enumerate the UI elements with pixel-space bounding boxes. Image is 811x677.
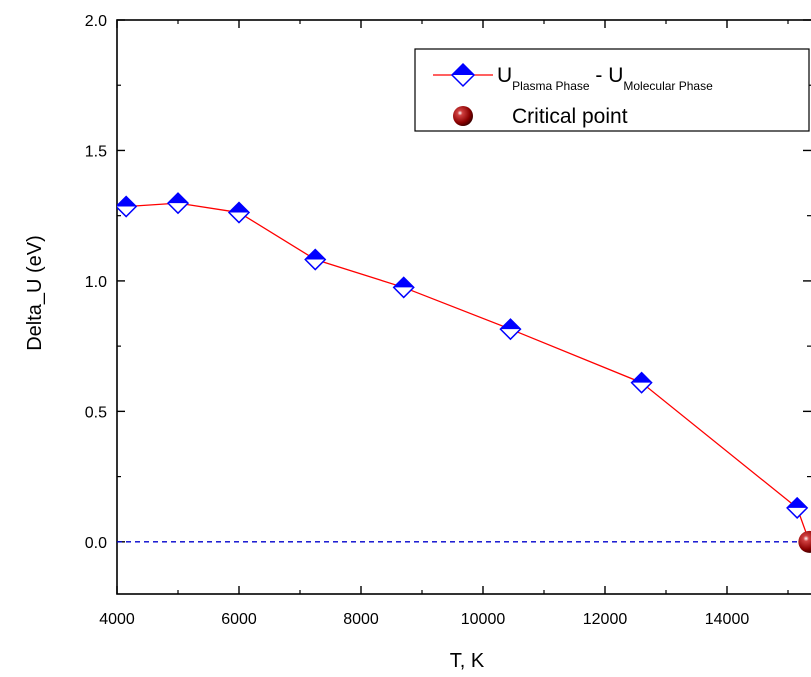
data-point-marker (392, 276, 415, 299)
legend: UPlasma Phase - UMolecular Phase Critica… (414, 48, 810, 132)
data-point-marker (304, 248, 327, 271)
y-tick-label: 0.5 (85, 404, 107, 421)
y-tick-label: 1.0 (85, 274, 107, 291)
y-tick-label: 0.0 (85, 535, 107, 552)
data-point-marker (786, 496, 809, 519)
data-point-marker (499, 318, 522, 341)
series-group (117, 192, 811, 553)
legend-box (414, 48, 810, 132)
x-tick-label: 8000 (343, 611, 379, 628)
data-point-marker (166, 192, 190, 215)
data-point-marker (630, 371, 653, 394)
legend-sub1: Plasma Phase (512, 79, 590, 93)
axes: 4000 6000 8000 10000 12000 14000 0.0 0.5 1.0 1.5 2… (85, 13, 811, 628)
legend-diamond-marker (450, 62, 476, 88)
x-axis-label: T, K (450, 650, 485, 672)
x-tick-label: 6000 (221, 611, 257, 628)
series-line (126, 202, 810, 543)
legend-critical-point-marker (453, 106, 473, 126)
y-tick-label: 1.5 (85, 143, 107, 160)
legend-critical-point-label: Critical point (512, 105, 628, 128)
x-tick-label: 12000 (583, 611, 628, 628)
legend-series-label: UPlasma Phase - UMolecular Phase (497, 64, 713, 93)
legend-separator: - (590, 64, 609, 87)
x-tick-label: 14000 (705, 611, 750, 628)
plot-frame (116, 19, 811, 595)
y-tick-label: 2.0 (85, 13, 107, 30)
legend-u2: U (608, 64, 623, 87)
y-axis-label: Delta_U (eV) (24, 235, 46, 351)
critical-point-marker (798, 530, 811, 553)
legend-sub2: Molecular Phase (623, 79, 713, 93)
data-point-marker (117, 195, 138, 218)
legend-u1: U (497, 64, 512, 87)
x-tick-label: 4000 (99, 611, 135, 628)
x-tick-label: 10000 (461, 611, 506, 628)
data-point-marker (227, 201, 251, 224)
